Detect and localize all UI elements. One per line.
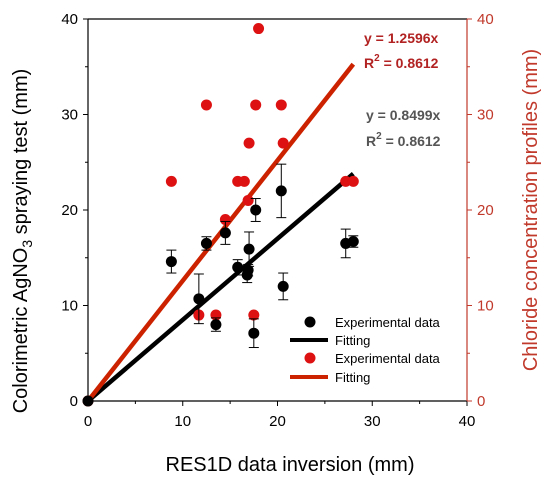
black-data-point: [277, 280, 289, 292]
black-data-point: [165, 256, 177, 268]
black-data-point: [219, 227, 231, 239]
red-data-point: [248, 309, 260, 321]
legend: Experimental data Fitting Experimental d…: [290, 315, 441, 385]
black-points: [82, 163, 359, 407]
legend-marker-red-points: [304, 352, 316, 364]
black-data-point: [275, 185, 287, 197]
black-data-point: [193, 293, 205, 305]
svg-text:y = 0.8499x: y = 0.8499x: [366, 107, 441, 123]
red-data-point: [275, 99, 287, 111]
red-data-point: [243, 137, 255, 149]
svg-text:y = 1.2596x: y = 1.2596x: [364, 30, 439, 46]
red-data-point: [200, 99, 212, 111]
legend-label-red-points: Experimental data: [335, 351, 441, 366]
x-tick-label: 40: [459, 413, 476, 430]
x-tick-label: 0: [84, 413, 92, 430]
svg-text:R2 = 0.8612: R2 = 0.8612: [366, 131, 441, 149]
x-axis-title: RES1D data inversion (mm): [166, 454, 415, 476]
red-data-point: [250, 99, 262, 111]
black-data-point: [248, 327, 260, 339]
y-left-axis-title: Colorimetric AgNO3 spraying test (mm): [10, 69, 35, 414]
fit-line-black: [86, 172, 355, 403]
black-data-point: [82, 395, 94, 407]
red-points: [82, 23, 359, 407]
y-right-tick-label: 10: [477, 298, 494, 315]
black-data-point: [200, 237, 212, 249]
red-data-point: [340, 175, 352, 187]
legend-label-black-fit: Fitting: [335, 333, 370, 348]
red-data-point: [253, 23, 265, 35]
y-right-tick-label: 0: [477, 393, 485, 410]
black-data-point: [210, 319, 222, 331]
y-left-tick-label: 40: [61, 11, 78, 28]
x-axis-ticks: 0 10 20 30 40: [84, 401, 476, 430]
black-data-point: [243, 243, 255, 255]
plot-frame: [87, 18, 468, 402]
red-data-point: [347, 175, 359, 187]
y-right-axis-title: Chloride concentration profiles (mm): [520, 49, 542, 371]
y-left-tick-label: 30: [61, 107, 78, 124]
y-right-tick-label: 30: [477, 107, 494, 124]
y-left-axis-ticks: 0 10 20 30 40: [61, 11, 88, 410]
red-data-point: [242, 194, 254, 206]
x-tick-label: 30: [364, 413, 381, 430]
red-data-point: [165, 175, 177, 187]
svg-text:R2 = 0.8612: R2 = 0.8612: [364, 53, 439, 71]
black-data-point: [242, 264, 254, 276]
red-data-point: [277, 137, 289, 149]
black-data-point: [232, 261, 244, 273]
legend-label-black-points: Experimental data: [335, 315, 441, 330]
y-left-tick-label: 0: [70, 393, 78, 410]
black-equation: y = 0.8499x R2 = 0.8612: [366, 107, 441, 149]
y-left-tick-label: 20: [61, 202, 78, 219]
black-data-point: [250, 204, 262, 216]
y-left-tick-label: 10: [61, 298, 78, 315]
red-data-point: [238, 175, 250, 187]
y-right-tick-label: 20: [477, 202, 494, 219]
legend-marker-black-points: [304, 316, 316, 328]
red-data-point: [219, 214, 231, 226]
x-tick-label: 20: [269, 413, 286, 430]
black-data-point: [347, 236, 359, 248]
y-right-axis-ticks: 0 10 20 30 40: [467, 11, 494, 410]
y-right-tick-label: 40: [477, 11, 494, 28]
legend-label-red-fit: Fitting: [335, 370, 370, 385]
red-equation: y = 1.2596x R2 = 0.8612: [364, 30, 439, 71]
x-tick-label: 10: [174, 413, 191, 430]
